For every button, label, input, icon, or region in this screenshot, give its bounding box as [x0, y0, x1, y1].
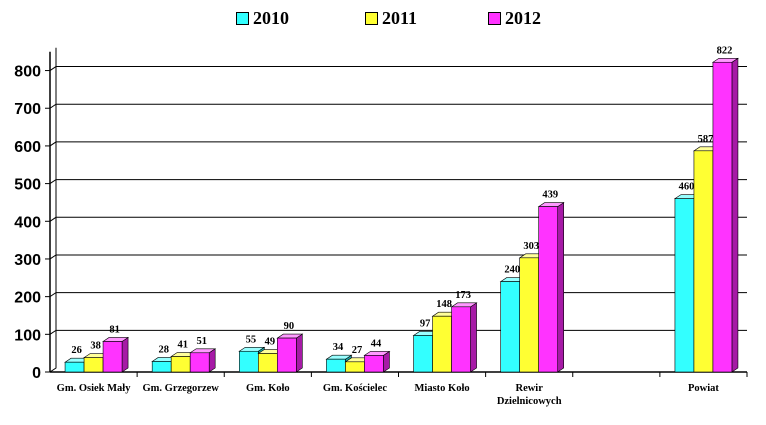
gridline — [49, 292, 747, 298]
bar — [170, 356, 191, 373]
legend-swatch-2010 — [236, 11, 249, 25]
bar — [345, 361, 365, 373]
value-label: 90 — [284, 321, 295, 332]
category-label: Powiat — [688, 383, 719, 394]
bar — [432, 315, 452, 373]
legend-swatch-2012 — [488, 11, 501, 25]
axis-depth — [49, 47, 57, 373]
value-label: 55 — [246, 334, 257, 345]
value-label: 97 — [420, 318, 431, 329]
category-label: Gm. Grzegorzew — [142, 383, 219, 394]
value-label: 822 — [717, 45, 733, 56]
category-label: Rewir — [515, 383, 543, 394]
bar-side — [470, 302, 477, 373]
value-label: 34 — [333, 342, 344, 353]
bar — [258, 353, 278, 373]
bar — [277, 337, 297, 373]
legend-label-2012: 2012 — [505, 7, 541, 28]
value-label: 49 — [265, 337, 276, 348]
gridline — [49, 66, 747, 71]
bar — [674, 198, 695, 373]
bar — [189, 352, 210, 373]
category-label: Gm. Koło — [246, 383, 290, 394]
gridline — [49, 254, 747, 260]
category-label: Gm. Osiek Mały — [57, 383, 132, 394]
y-tick-label: 600 — [14, 139, 41, 156]
legend: 2010 2011 2012 — [0, 6, 766, 30]
bar — [413, 335, 433, 373]
gridline — [49, 179, 747, 185]
y-tick-label: 500 — [14, 177, 41, 194]
bar — [519, 257, 539, 373]
value-label: 240 — [504, 265, 520, 276]
legend-item-2010: 2010 — [236, 6, 289, 30]
value-label: 173 — [455, 290, 471, 301]
y-tick-label: 700 — [14, 101, 41, 118]
bar-side — [557, 202, 564, 373]
gridline — [49, 141, 747, 147]
category-label: Miasto Koło — [415, 383, 470, 394]
bar — [326, 358, 346, 373]
y-tick-label: 300 — [14, 252, 41, 269]
bar — [102, 341, 123, 373]
value-label: 460 — [679, 182, 695, 193]
bar — [693, 150, 714, 373]
y-tick-label: 100 — [14, 327, 41, 344]
value-label: 51 — [196, 336, 207, 347]
bar — [500, 281, 520, 373]
y-tick-label: 0 — [32, 365, 41, 382]
bar — [64, 361, 85, 373]
bar — [239, 350, 259, 373]
legend-label-2011: 2011 — [382, 7, 418, 28]
bar — [538, 206, 558, 373]
legend-swatch-2011 — [365, 11, 378, 25]
value-label: 303 — [523, 241, 539, 252]
value-label: 27 — [352, 345, 363, 356]
y-tick-label: 200 — [14, 290, 41, 307]
bar — [712, 61, 733, 373]
bar — [364, 355, 384, 373]
bar — [151, 361, 172, 373]
bar-side — [731, 57, 739, 373]
category-label: Gm. Kościelec — [323, 383, 387, 394]
gridline — [49, 103, 747, 109]
y-tick-label: 800 — [14, 64, 41, 81]
value-label: 38 — [90, 341, 101, 352]
gridline — [49, 329, 747, 335]
legend-item-2012: 2012 — [488, 6, 541, 30]
legend-label-2010: 2010 — [253, 7, 289, 28]
value-label: 587 — [698, 134, 714, 145]
value-label: 28 — [158, 344, 169, 355]
value-label: 41 — [177, 340, 188, 351]
gridline — [49, 216, 747, 222]
value-label: 26 — [71, 345, 82, 356]
bar-side — [121, 336, 129, 373]
value-label: 81 — [109, 324, 120, 335]
value-label: 439 — [542, 190, 558, 201]
legend-item-2011: 2011 — [365, 6, 417, 30]
bar-side — [296, 333, 303, 373]
value-label: 44 — [371, 338, 382, 349]
bar — [83, 357, 104, 373]
value-label: 148 — [436, 299, 452, 310]
category-label: Dzielnicowych — [497, 396, 562, 407]
bar — [451, 306, 471, 373]
y-tick-label: 400 — [14, 214, 41, 231]
